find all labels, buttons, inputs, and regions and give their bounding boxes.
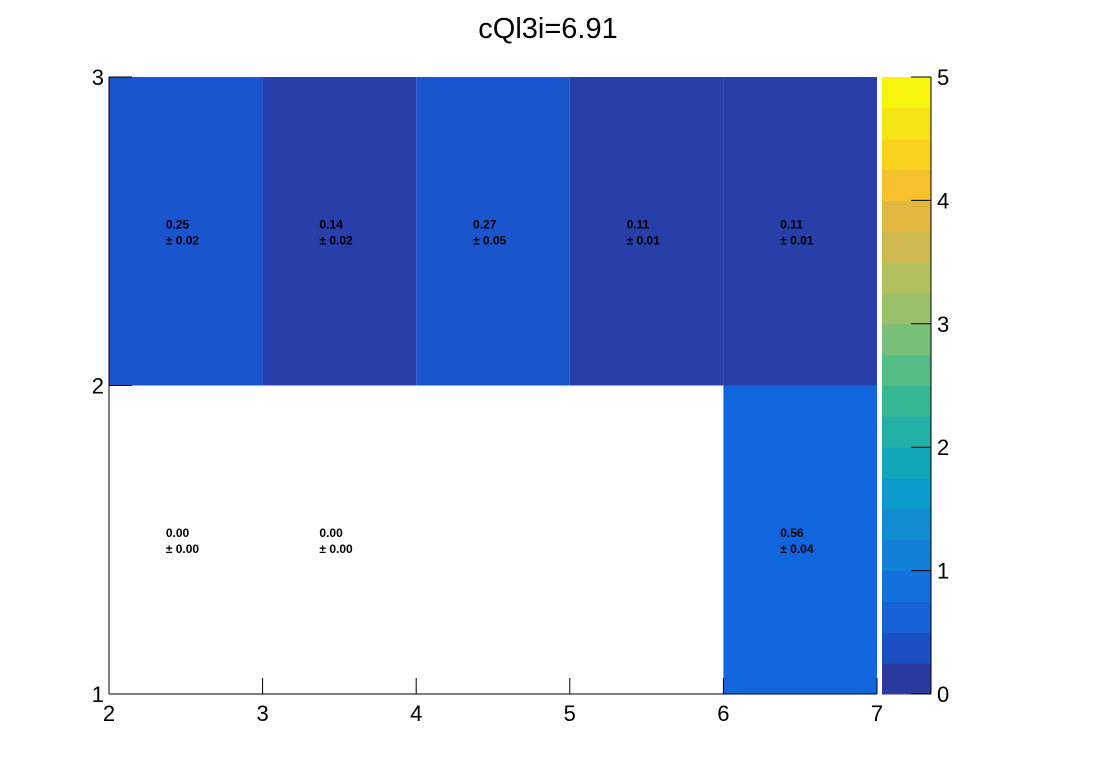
x-tick-label: 6	[717, 701, 729, 726]
colorbar-segment	[882, 77, 931, 109]
colorbar-segment	[882, 632, 931, 664]
heatmap-cell	[262, 77, 417, 386]
heatmap-cell	[416, 77, 570, 386]
colorbar-segment	[882, 508, 931, 541]
colorbar-tick-label: 5	[937, 65, 949, 90]
x-tick-label: 7	[871, 701, 883, 726]
cell-value-label: 0.56	[780, 526, 804, 540]
colorbar-segment	[882, 169, 931, 201]
cell-value-label: 0.00	[166, 526, 190, 540]
colorbar-segment	[882, 292, 931, 325]
cell-value-label: 0.11	[780, 217, 803, 231]
colorbar-segment	[882, 663, 931, 695]
cell-value-label: 0.27	[473, 217, 497, 231]
heatmap-cell	[723, 385, 877, 694]
colorbar-segment	[882, 107, 931, 140]
cell-value-label: 0.25	[166, 217, 190, 231]
cell-error-label: ± 0.00	[319, 542, 353, 556]
colorbar-segment	[882, 416, 931, 448]
heatmap-cell	[109, 77, 263, 386]
cell-error-label: ± 0.04	[780, 542, 814, 556]
x-tick-label: 4	[410, 701, 422, 726]
y-tick-label: 2	[92, 374, 104, 399]
x-tick-label: 3	[256, 701, 268, 726]
heatmap-cell	[569, 77, 724, 386]
colorbar-segment	[882, 601, 931, 633]
heatmap-cells	[109, 77, 877, 694]
colorbar-tick-label: 3	[937, 312, 949, 337]
cell-value-label: 0.14	[319, 217, 343, 231]
colorbar-segment	[882, 138, 931, 171]
cell-error-label: ± 0.05	[473, 233, 507, 247]
y-tick-label: 3	[92, 65, 104, 90]
x-tick-label: 5	[564, 701, 576, 726]
cell-error-label: ± 0.01	[780, 233, 814, 247]
colorbar-tick-label: 0	[937, 682, 949, 707]
colorbar-segment	[882, 200, 931, 232]
colorbar: 0 1 2 3 4 5	[882, 65, 949, 707]
y-tick-label: 1	[92, 682, 104, 707]
chart-title: cQl3i=6.91	[478, 13, 617, 45]
cell-error-label: ± 0.02	[319, 233, 353, 247]
cell-value-label: 0.00	[319, 526, 343, 540]
colorbar-segment	[882, 570, 931, 602]
colorbar-tick-label: 1	[937, 559, 949, 584]
colorbar-segment	[882, 385, 931, 417]
cell-value-label: 0.11	[627, 217, 650, 231]
colorbar-segment	[882, 478, 931, 510]
colorbar-segment	[882, 539, 931, 572]
cell-labels: 0.25 ± 0.02 0.14 ± 0.02 0.27 ± 0.05 0.11 ± 0.01…	[166, 217, 814, 556]
colorbar-tick-label: 4	[937, 188, 949, 213]
colorbar-segment	[882, 354, 931, 386]
colorbar-tick-label: 2	[937, 435, 949, 460]
colorbar-segment	[882, 262, 931, 294]
cell-error-label: ± 0.01	[627, 233, 661, 247]
colorbar-segment	[882, 323, 931, 356]
cell-error-label: ± 0.00	[166, 542, 200, 556]
heatmap-cell	[723, 77, 877, 386]
colorbar-segment	[882, 231, 931, 263]
x-tick-label: 2	[103, 701, 115, 726]
colorbar-segment	[882, 447, 931, 479]
cell-error-label: ± 0.02	[166, 233, 200, 247]
